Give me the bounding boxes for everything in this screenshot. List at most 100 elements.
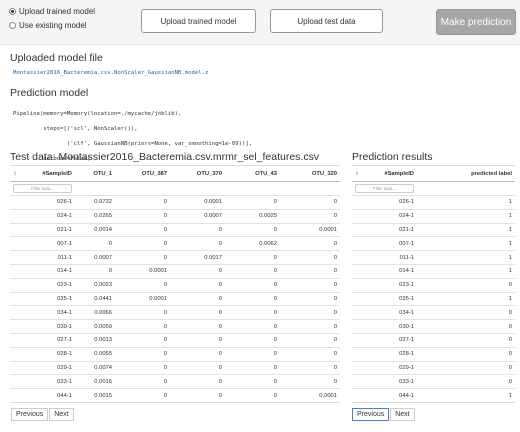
table-cell: 0 [417,277,515,293]
column-header[interactable]: OTU_370 [170,165,225,182]
column-header[interactable]: predicted label [417,165,515,182]
table-cell: 014-1 [352,263,417,279]
next-page-button[interactable]: Next [49,408,74,421]
table-cell: 0 [280,360,340,375]
column-header[interactable]: ⇕ #SampleID [352,165,417,182]
code-line: steps=[('scl', NonScaler()), [13,125,138,132]
table-cell: 0 [280,305,340,320]
table-cell: 0 [115,208,170,224]
column-header[interactable]: OTU_387 [115,165,170,182]
column-header[interactable]: OTU_320 [280,165,340,182]
table-cell: 0 [115,319,170,334]
next-page-button[interactable]: Next [390,408,415,421]
prediction-results-pager: Previous Next [352,408,416,421]
column-header[interactable]: ⇕ #SampleID [10,165,75,182]
table-cell: 028-1 [10,346,75,362]
table-cell: 0.0265 [75,208,115,224]
table-row[interactable]: 024-1 1 [352,208,515,224]
table-cell: 024-1 [352,208,417,224]
table-row[interactable]: 007-1 1 [352,236,515,251]
radio-unselected-icon[interactable] [9,22,16,29]
previous-page-button[interactable]: Previous [11,408,49,421]
table-cell: 021-1 [10,222,75,237]
table-cell: 1 [417,208,515,224]
table-row[interactable]: 044-1 0.0015 0 0 0 0.0001 [10,388,340,403]
table-cell: 0 [170,346,225,362]
column-header-label: OTU_320 [311,170,337,177]
table-row[interactable]: 026-1 0.0732 0 0.0001 0 0 [10,195,340,210]
table-cell: 014-1 [10,263,75,279]
filter-input[interactable]: Filter data... [355,184,414,193]
table-cell: 1 [417,263,515,279]
column-header[interactable]: OTU_43 [225,165,280,182]
table-cell: 0 [170,222,225,237]
table-cell: 0 [280,250,340,265]
table-cell: 0.0017 [170,250,225,265]
column-header[interactable]: OTU_1 [75,165,115,182]
table-row[interactable]: 023-1 0.0023 0 0 0 0 [10,277,340,293]
radio-label: Use existing model [19,21,87,30]
table-cell: 1 [417,388,515,403]
table-cell: 028-1 [352,346,417,362]
table-cell: 011-1 [352,250,417,265]
table-cell: 0 [225,319,280,334]
table-row[interactable]: 029-1 0 [352,360,515,375]
table-row[interactable]: 011-1 1 [352,250,515,265]
table-cell: 0 [280,319,340,334]
table-cell: 030-1 [10,319,75,334]
table-row[interactable]: 033-1 0.0016 0 0 0 0 [10,374,340,389]
radio-selected-icon[interactable] [9,8,16,15]
table-row[interactable]: 027-1 0 [352,332,515,348]
table-cell: 007-1 [10,236,75,251]
filter-cell [75,182,115,196]
table-row[interactable]: 030-1 0.0059 0 0 0 0 [10,319,340,334]
radio-upload-trained-model[interactable]: Upload trained model [9,7,95,16]
table-row[interactable]: 033-1 0 [352,374,515,389]
table-cell: 0.0013 [75,332,115,348]
uploaded-model-heading: Uploaded model file [10,52,103,64]
table-row[interactable]: 026-1 1 [352,195,515,210]
previous-page-button[interactable]: Previous [352,408,390,421]
table-row[interactable]: 028-1 0.0055 0 0 0 0 [10,346,340,362]
table-cell: 0 [115,222,170,237]
table-row[interactable]: 014-1 1 [352,263,515,279]
table-row[interactable]: 028-1 0 [352,346,515,362]
column-header-label: predicted label [471,170,512,177]
table-cell: 026-1 [10,195,75,210]
filter-input[interactable]: Filter data... [13,184,72,193]
table-cell: 0.0016 [75,374,115,389]
upload-test-data-button[interactable]: Upload test data [270,9,383,33]
table-cell: 0 [280,208,340,224]
filter-cell [417,182,515,196]
table-row[interactable]: 024-1 0.0265 0 0.0007 0.0025 0 [10,208,340,224]
table-row[interactable]: 034-1 0 [352,305,515,320]
radio-use-existing-model[interactable]: Use existing model [9,21,87,30]
table-row[interactable]: 007-1 0 0 0 0.0062 0 [10,236,340,251]
table-row[interactable]: 030-1 0 [352,319,515,334]
table-cell: 0 [225,250,280,265]
table-row[interactable]: 029-1 0.0074 0 0 0 0 [10,360,340,375]
table-row[interactable]: 023-1 0 [352,277,515,293]
table-row[interactable]: 034-1 0.0066 0 0 0 0 [10,305,340,320]
sort-icon: ⇕ [13,171,18,177]
table-row[interactable]: 021-1 0.0014 0 0 0 0.0001 [10,222,340,237]
upload-trained-model-button[interactable]: Upload trained model [141,9,256,33]
code-line: verbose=False) [13,155,91,162]
filter-row: Filter data... [352,182,515,196]
radio-label: Upload trained model [19,7,96,16]
table-row[interactable]: 021-1 1 [352,222,515,237]
top-control-bar: Upload trained model Use existing model … [0,0,520,45]
table-cell: 0 [225,388,280,403]
table-row[interactable]: 035-1 0.0441 0.0001 0 0 0 [10,291,340,306]
table-row[interactable]: 027-1 0.0013 0 0 0 0 [10,332,340,348]
table-cell: 0.0001 [280,222,340,237]
table-row[interactable]: 011-1 0.0007 0 0.0017 0 0 [10,250,340,265]
table-row[interactable]: 014-1 0 0.0001 0 0 0 [10,263,340,279]
table-row[interactable]: 044-1 1 [352,388,515,403]
table-row[interactable]: 035-1 1 [352,291,515,306]
table-cell: 0.0062 [225,236,280,251]
make-prediction-button[interactable]: Make prediction [436,9,516,35]
prediction-results-heading: Prediction results [352,151,433,163]
table-cell: 0 [115,236,170,251]
table-cell: 0.0001 [115,291,170,306]
